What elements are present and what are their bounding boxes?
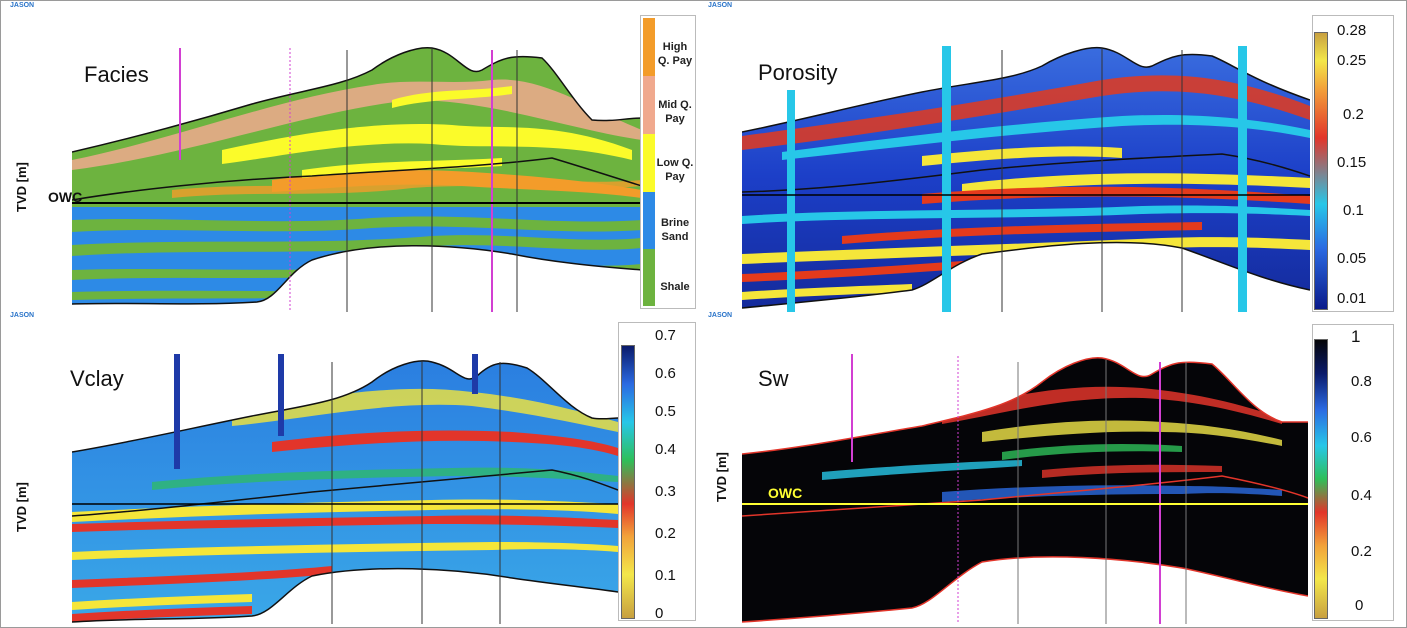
vclay-tick-1: 0.6 [655,365,676,382]
sw-title: Sw [758,366,789,391]
porosity-tick-5: 0.05 [1337,250,1367,267]
vclay-colorbar-box: 0.7 0.6 0.5 0.4 0.3 0.2 0.1 0 [618,322,696,622]
vclay-tick-3: 0.4 [655,441,676,458]
legend-label-mid: Mid Q. Pay [658,99,692,125]
sw-colorbar [1314,339,1328,619]
vclay-tick-5: 0.2 [655,525,676,542]
legend-label-shale: Shale [660,281,690,293]
porosity-tick-2: 0.2 [1343,106,1364,123]
legend-label-high: High Q. Pay [657,41,693,67]
sw-colorbar-box: 1 0.8 0.6 0.4 0.2 0 [1312,324,1394,621]
porosity-colorbar-box: 0.28 0.25 0.2 0.15 0.1 0.05 0.01 [1312,15,1394,312]
sw-section [742,352,1308,624]
facies-owc-label: OWC [48,189,83,205]
vclay-tick-4: 0.3 [655,483,676,500]
legend-swatch-low [643,134,655,192]
sw-panel: JASON TVD [m] Sw OWC 1 0.8 0.6 0. [702,312,1404,626]
sw-tick-0: 1 [1351,327,1361,346]
porosity-tick-0: 0.28 [1337,22,1367,39]
legend-swatch-shale [643,249,655,306]
legend-label-brine: Brine Sand [660,217,690,243]
sw-tick-2: 0.6 [1351,429,1372,446]
porosity-panel: JASON [702,2,1404,312]
sw-owc-label: OWC [768,485,803,501]
porosity-tick-1: 0.25 [1337,52,1367,69]
facies-panel: JASON TVD [m] Facies O [4,2,698,312]
facies-legend: High Q. Pay Mid Q. Pay Low Q. Pay Brine … [640,15,696,309]
vclay-tick-2: 0.5 [655,403,676,420]
sw-tick-3: 0.4 [1351,487,1372,504]
legend-swatch-mid [643,76,655,134]
porosity-tick-4: 0.1 [1343,202,1364,219]
vclay-panel: JASON TVD [m] [4,312,698,626]
tvd-axis-label: TVD [m] [714,452,729,502]
vclay-tick-0: 0.7 [655,327,676,344]
porosity-title: Porosity [758,60,838,85]
vclay-title: Vclay [70,366,124,391]
legend-swatch-high [643,18,655,76]
porosity-section [742,40,1310,312]
legend-swatch-brine [643,192,655,249]
legend-color-bar [643,18,655,306]
sw-tick-4: 0.2 [1351,543,1372,560]
porosity-tick-3: 0.15 [1337,154,1367,171]
jason-logo: JASON [708,2,733,9]
facies-title: Facies [84,62,149,87]
tvd-axis-label: TVD [m] [14,162,29,212]
vclay-colorbar [621,345,635,619]
vclay-section [72,352,618,624]
vclay-tick-6: 0.1 [655,567,676,584]
facies-section [72,40,642,312]
jason-logo: JASON [10,312,35,319]
sw-tick-1: 0.8 [1351,373,1372,390]
sw-tick-5: 0 [1355,597,1364,614]
vclay-tick-7: 0 [655,605,664,622]
legend-label-low: Low Q. Pay [656,157,694,183]
porosity-colorbar [1314,32,1328,310]
tvd-axis-label: TVD [m] [14,482,29,532]
jason-logo: JASON [10,2,35,9]
porosity-tick-6: 0.01 [1337,290,1367,307]
jason-logo: JASON [708,312,733,319]
